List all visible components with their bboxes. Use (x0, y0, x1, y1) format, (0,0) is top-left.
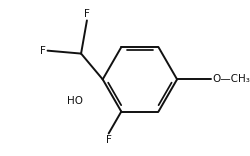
Text: F: F (84, 9, 89, 19)
Text: F: F (105, 135, 111, 145)
Text: O—CH₃: O—CH₃ (212, 74, 249, 84)
Text: HO: HO (66, 96, 82, 106)
Text: F: F (40, 46, 46, 56)
